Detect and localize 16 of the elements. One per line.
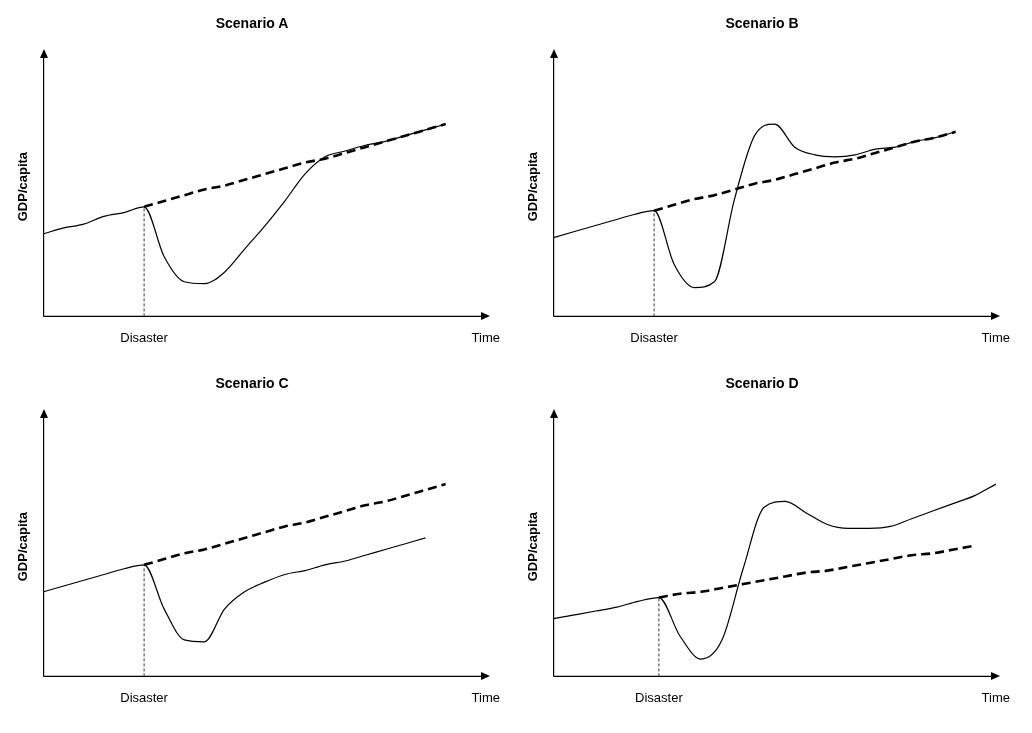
x-tick-label: Time [981, 329, 1010, 345]
x-tick-label: Time [471, 689, 500, 705]
x-tick-label: Time [981, 689, 1010, 705]
y-axis-title: GDP/capita [15, 511, 31, 582]
x-tick-label: Disaster [120, 689, 169, 705]
x-tick-label: Disaster [635, 689, 684, 705]
x-tick-label: Disaster [120, 329, 169, 345]
x-tick-label: Disaster [630, 329, 679, 345]
x-tick-label: Time [471, 329, 500, 345]
chart-title: Scenario A [215, 15, 289, 32]
y-axis-title: GDP/capita [525, 511, 541, 582]
y-axis-title: GDP/capita [15, 151, 31, 222]
y-axis-title: GDP/capita [525, 151, 541, 222]
chart-title: Scenario C [215, 375, 289, 392]
chart-title: Scenario B [725, 15, 799, 32]
chart-title: Scenario D [725, 375, 799, 392]
